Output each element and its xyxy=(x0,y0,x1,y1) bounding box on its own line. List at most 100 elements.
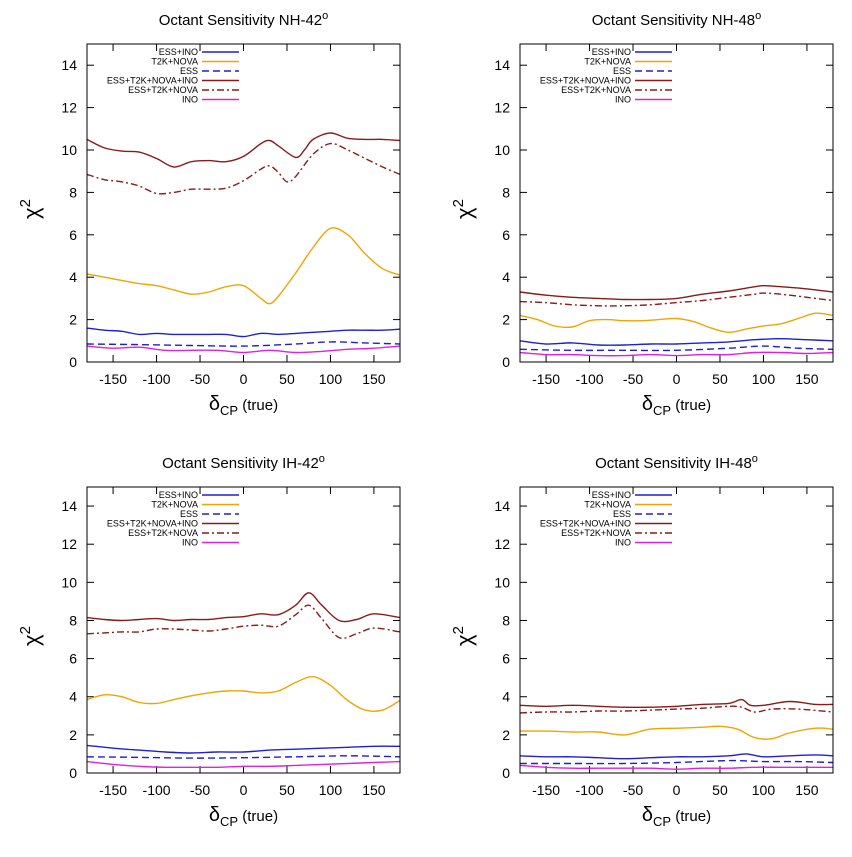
x-tick-label: -150 xyxy=(532,371,560,387)
chart-panel-1: Octant Sensitivity NH-42o 0 2 4 6 8 10 12 14 -150… xyxy=(17,10,401,418)
chart-panel-4: Octant Sensitivity IH-48o 0 2 4 6 8 10 12 14 -150… xyxy=(450,453,834,829)
x-axis-label-subscript: CP xyxy=(220,403,238,418)
chart-title: Octant Sensitivity IH-48o xyxy=(595,453,758,472)
legend-label: ESS+T2K+NOVA+INO xyxy=(107,519,198,529)
x-axis-label-subscript: CP xyxy=(653,403,671,418)
chart-title-text: Octant Sensitivity NH-42 xyxy=(159,12,322,29)
x-tick-label: -100 xyxy=(143,782,171,798)
x-tick-label: -150 xyxy=(532,782,560,798)
series-line-ess xyxy=(520,759,833,765)
y-tick-label: 14 xyxy=(494,498,510,514)
y-tick-label: 2 xyxy=(69,312,77,328)
x-axis-label-subscript: CP xyxy=(653,814,671,829)
x-tick-label: -50 xyxy=(190,371,210,387)
x-tick-label: 100 xyxy=(319,782,343,798)
legend-label: INO xyxy=(615,538,631,548)
series-line-ess-t2k-nova xyxy=(87,142,400,195)
plot-frame xyxy=(519,486,834,774)
legend-label: ESS+INO xyxy=(592,47,631,57)
y-tick-label: 0 xyxy=(502,354,510,370)
x-tick-label: 0 xyxy=(673,782,681,798)
series-line-ess-t2k-nova xyxy=(87,604,400,640)
y-tick-label: 6 xyxy=(502,651,510,667)
y-tick-label: 14 xyxy=(61,57,77,73)
x-tick-label: 150 xyxy=(795,782,819,798)
x-tick-label: -150 xyxy=(99,371,127,387)
series-line-ess xyxy=(87,755,400,759)
legend-label: ESS+T2K+NOVA xyxy=(128,528,198,538)
legend-label: ESS+T2K+NOVA xyxy=(561,85,631,95)
series-line-t2k-nova xyxy=(87,227,400,305)
x-axis-label-qualifier: (true) xyxy=(238,397,278,414)
x-tick-label: 150 xyxy=(362,782,386,798)
series-line-ino xyxy=(87,760,400,769)
legend-label: T2K+NOVA xyxy=(584,500,631,510)
legend-label: T2K+NOVA xyxy=(151,57,198,67)
y-tick-label: 12 xyxy=(494,536,510,552)
x-tick-label: 50 xyxy=(712,782,728,798)
chart-title-superscript: o xyxy=(322,10,328,22)
y-tick-label: 6 xyxy=(69,651,77,667)
series-group xyxy=(520,285,833,357)
chart-panel-3: Octant Sensitivity IH-42o 0 2 4 6 8 10 12 14 -150… xyxy=(17,453,401,829)
x-tick-label: 50 xyxy=(279,782,295,798)
chart-title-text: Octant Sensitivity NH-48 xyxy=(592,12,755,29)
y-tick-label: 2 xyxy=(502,312,510,328)
legend-label: ESS+T2K+NOVA+INO xyxy=(107,76,198,86)
series-line-ess-t2k-nova xyxy=(520,292,833,307)
legend-label: INO xyxy=(182,538,198,548)
x-axis-label-symbol: δ xyxy=(209,804,220,826)
legend: ESS+INOT2K+NOVAESSESS+T2K+NOVA+INOESS+T2… xyxy=(107,490,239,548)
x-tick-label: 100 xyxy=(752,782,776,798)
chart-title-superscript: o xyxy=(319,453,325,465)
y-axis-label: χ2 xyxy=(17,199,44,219)
y-axis-label-symbol: χ xyxy=(19,207,44,219)
y-tick-label: 0 xyxy=(502,765,510,781)
legend-label: ESS+INO xyxy=(159,490,198,500)
series-line-t2k-nova xyxy=(87,675,400,712)
series-line-ino xyxy=(520,764,833,770)
y-tick-label: 8 xyxy=(69,184,77,200)
series-group xyxy=(87,592,400,769)
y-tick-label: 14 xyxy=(494,57,510,73)
x-axis-label: δCP (true) xyxy=(209,804,278,829)
y-tick-label: 4 xyxy=(69,689,77,705)
x-tick-label: -100 xyxy=(576,371,604,387)
x-tick-label: 150 xyxy=(795,371,819,387)
x-tick-label: 100 xyxy=(752,371,776,387)
series-group xyxy=(87,132,400,354)
series-line-ino xyxy=(87,345,400,354)
y-tick-label: 10 xyxy=(494,574,510,590)
legend-label: ESS+T2K+NOVA xyxy=(561,528,631,538)
y-tick-label: 14 xyxy=(61,498,77,514)
plot-frame xyxy=(86,486,401,774)
x-tick-label: 50 xyxy=(712,371,728,387)
y-tick-label: 2 xyxy=(69,727,77,743)
x-axis-label-qualifier: (true) xyxy=(671,808,711,825)
y-tick-label: 8 xyxy=(502,612,510,628)
chart-title-superscript: o xyxy=(752,453,758,465)
series-line-ess xyxy=(87,341,400,347)
series-line-ess-ino xyxy=(520,338,833,346)
chart-title-superscript: o xyxy=(755,10,761,22)
y-tick-label: 8 xyxy=(69,612,77,628)
x-tick-label: 100 xyxy=(319,371,343,387)
legend-label: ESS+T2K+NOVA+INO xyxy=(540,519,631,529)
series-line-ess-ino xyxy=(87,327,400,338)
legend-label: ESS xyxy=(180,509,198,519)
x-axis-label-symbol: δ xyxy=(642,804,653,826)
series-line-ess-ino xyxy=(87,744,400,754)
x-axis-label: δCP (true) xyxy=(642,393,711,418)
x-tick-label: -150 xyxy=(99,782,127,798)
chart-title-text: Octant Sensitivity IH-42 xyxy=(162,455,319,472)
y-tick-label: 12 xyxy=(61,100,77,116)
y-axis-label-superscript: 2 xyxy=(17,199,34,207)
series-group xyxy=(520,698,833,770)
x-tick-label: 50 xyxy=(279,371,295,387)
x-tick-label: 0 xyxy=(240,371,248,387)
y-tick-label: 2 xyxy=(502,727,510,743)
series-line-ess-t2k-nova-ino xyxy=(520,698,833,709)
series-line-t2k-nova xyxy=(520,312,833,334)
legend-label: T2K+NOVA xyxy=(151,500,198,510)
